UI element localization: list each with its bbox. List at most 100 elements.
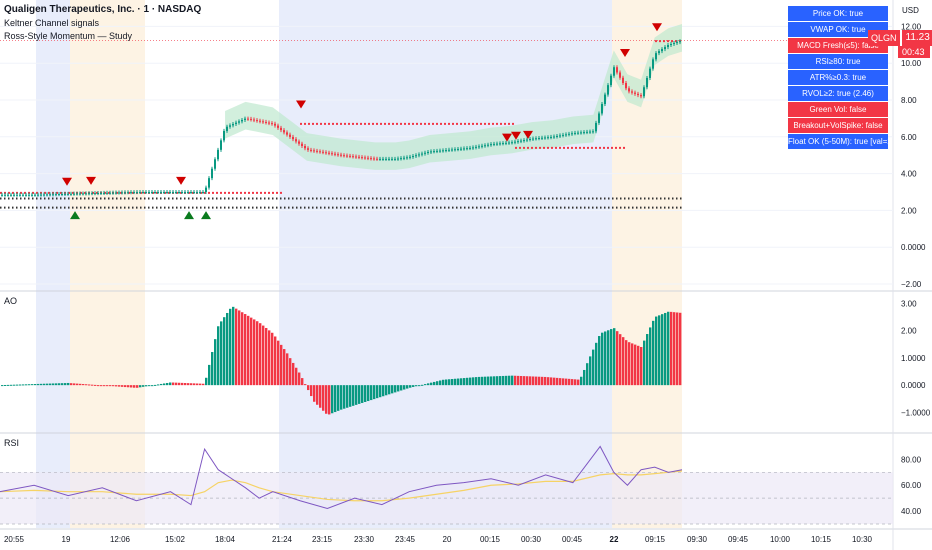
candle-body	[244, 118, 246, 120]
ao-bar	[154, 384, 157, 386]
candle-body	[640, 95, 642, 97]
candle-body	[10, 194, 12, 196]
ao-bar	[292, 362, 295, 386]
candle-body	[151, 192, 153, 193]
candle-body	[190, 192, 192, 193]
candle-body	[301, 143, 303, 146]
candle-body	[346, 155, 348, 157]
status-rvol: RVOL≥2: true (2.46)	[788, 86, 888, 101]
candle-body	[655, 53, 657, 60]
candle-body	[52, 194, 54, 196]
ao-bar	[13, 384, 16, 386]
ao-bar	[181, 382, 184, 386]
price-axis-tick: 12.00	[901, 22, 922, 31]
candle-body	[163, 192, 165, 193]
ao-bar	[457, 378, 460, 386]
ao-bar	[511, 375, 514, 386]
ao-bar	[178, 382, 181, 386]
ao-bar	[508, 375, 511, 386]
ao-bar	[403, 385, 406, 390]
ao-bar	[583, 369, 586, 386]
candle-body	[223, 130, 225, 141]
candle-body	[49, 194, 51, 196]
candle-body	[637, 93, 639, 96]
ao-bar	[586, 363, 589, 386]
time-axis-tick: 15:02	[165, 535, 186, 544]
ao-bar	[460, 378, 463, 386]
candle-body	[343, 155, 345, 157]
candle-body	[229, 125, 231, 127]
ao-bar	[676, 312, 679, 386]
ao-bar	[52, 383, 55, 386]
candle-body	[46, 194, 48, 196]
candle-body	[586, 131, 588, 133]
ao-bar	[40, 383, 43, 386]
candle-body	[193, 192, 195, 193]
ao-bar	[592, 349, 595, 386]
candle-body	[136, 192, 138, 193]
candle-body	[217, 149, 219, 160]
time-axis-tick: 09:45	[728, 535, 749, 544]
ao-bar	[406, 385, 409, 389]
ao-bar	[655, 316, 658, 386]
candle-body	[472, 147, 474, 149]
candle-body	[508, 142, 510, 144]
candle-body	[82, 193, 84, 195]
candle-body	[445, 150, 447, 152]
candle-body	[499, 143, 501, 145]
candle-body	[121, 192, 123, 194]
indicator-ross-momentum[interactable]: Ross-Style Momentum — Study	[4, 31, 133, 41]
ao-bar	[115, 385, 118, 387]
candle-body	[196, 192, 198, 193]
symbol-title[interactable]: Qualigen Therapeutics, Inc. · 1 · NASDAQ	[4, 4, 202, 15]
candle-body	[577, 132, 579, 134]
candle-body	[391, 158, 393, 160]
candle-body	[79, 193, 81, 195]
candle-body	[436, 150, 438, 152]
candle-body	[409, 156, 411, 158]
candle-body	[529, 138, 531, 140]
candle-body	[178, 192, 180, 193]
time-axis-tick: 12:06	[110, 535, 131, 544]
candle-body	[289, 134, 291, 137]
candle-body	[271, 123, 273, 125]
candle-body	[493, 143, 495, 145]
candle-body	[28, 194, 30, 196]
ao-bar	[448, 379, 451, 386]
ao-bar	[337, 385, 340, 411]
ao-bar	[349, 385, 352, 407]
candle-body	[541, 137, 543, 139]
candle-body	[556, 135, 558, 137]
time-axis-tick: 00:30	[521, 535, 542, 544]
candle-body	[490, 144, 492, 146]
ao-bar	[214, 339, 217, 386]
candle-body	[478, 146, 480, 148]
ao-bar	[481, 376, 484, 386]
candle-body	[349, 155, 351, 157]
time-axis-tick: 19	[62, 535, 71, 544]
ao-bar	[310, 385, 313, 397]
ao-bar	[622, 337, 625, 386]
ao-bar	[331, 385, 334, 414]
ao-bar	[94, 384, 97, 386]
ao-bar	[223, 317, 226, 386]
ao-bar	[157, 384, 160, 386]
ao-bar	[88, 384, 91, 386]
candle-body	[313, 150, 315, 152]
candle-body	[16, 194, 18, 196]
ao-bar	[97, 385, 100, 387]
candle-body	[457, 148, 459, 150]
ao-bar	[58, 383, 61, 386]
candle-body	[643, 87, 645, 97]
indicator-keltner[interactable]: Keltner Channel signals	[4, 18, 100, 28]
candle-body	[61, 194, 63, 196]
candle-body	[397, 158, 399, 160]
ao-bar	[286, 353, 289, 386]
ao-bar	[361, 385, 364, 403]
status-float-ok: Float OK (5-50M): true [val=25M]	[788, 134, 888, 149]
status-vwap-ok: VWAP OK: true	[788, 22, 888, 37]
candle-body	[334, 153, 336, 155]
sell-signal-marker	[62, 177, 72, 186]
candle-body	[430, 151, 432, 153]
